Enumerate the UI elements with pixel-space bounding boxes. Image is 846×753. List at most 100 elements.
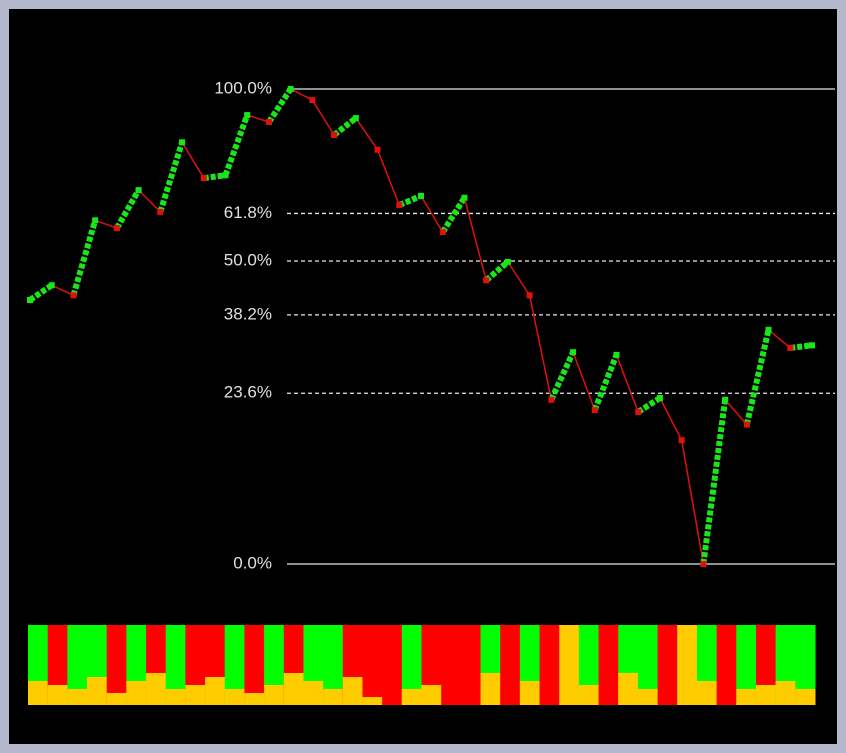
price-point: [635, 408, 642, 415]
up-segment: [789, 342, 813, 351]
strip-fill: [106, 693, 127, 705]
strip-bar: [736, 625, 757, 705]
up-segment: [222, 114, 251, 177]
strip-bar: [244, 625, 265, 705]
y-tick-label: 50.0%: [224, 250, 272, 269]
price-point: [48, 282, 55, 289]
up-segment: [636, 395, 662, 415]
price-point: [570, 349, 577, 356]
down-segment: [290, 88, 313, 101]
down-segment: [355, 117, 379, 151]
strip-fill: [677, 625, 698, 705]
strip-fill: [480, 673, 501, 705]
price-point: [418, 192, 424, 199]
strip-fill: [618, 673, 639, 705]
price-point: [352, 115, 359, 122]
strip-fill: [421, 685, 442, 705]
strip-fill: [283, 673, 304, 705]
down-segment: [376, 149, 400, 206]
price-point: [504, 258, 511, 265]
down-segment: [246, 114, 270, 123]
y-tick-label: 100.0%: [214, 78, 272, 97]
strip-fill: [736, 689, 757, 705]
strip-fill: [362, 697, 383, 705]
price-point: [548, 396, 555, 403]
strip-fill: [401, 689, 422, 705]
up-segment: [203, 172, 226, 182]
price-point: [27, 297, 33, 304]
price-point: [200, 175, 207, 182]
strip-fill: [224, 689, 245, 705]
strip-fill: [303, 681, 324, 705]
down-segment: [680, 440, 705, 565]
up-segment: [157, 141, 185, 213]
price-point: [244, 112, 251, 119]
down-segment: [94, 219, 118, 229]
strip-fill: [205, 677, 226, 705]
price-point: [157, 208, 164, 215]
strip-fill: [28, 681, 49, 705]
up-segment: [114, 188, 142, 230]
price-point: [526, 292, 533, 299]
down-segment: [528, 295, 553, 400]
down-segment: [768, 329, 791, 349]
down-segment: [181, 141, 205, 179]
strip-fill: [637, 689, 659, 705]
down-segment: [615, 354, 639, 413]
up-segment: [700, 399, 729, 565]
price-point: [743, 421, 750, 428]
strip-bar: [382, 625, 403, 705]
price-point: [722, 396, 729, 403]
down-segment: [138, 189, 161, 213]
strip-fill: [165, 689, 186, 705]
y-tick-label: 23.6%: [224, 383, 272, 402]
strip-bar: [67, 625, 88, 705]
up-segment: [70, 219, 99, 297]
price-point: [70, 292, 77, 299]
up-segment: [398, 193, 423, 208]
strip-fill: [126, 681, 147, 705]
price-point: [331, 132, 338, 139]
up-segment: [548, 350, 576, 402]
down-segment: [311, 99, 335, 136]
up-segment: [266, 87, 294, 124]
price-point: [396, 202, 403, 209]
up-segment: [440, 196, 467, 234]
price-point: [787, 344, 794, 351]
up-segment: [591, 353, 620, 412]
up-segment: [332, 115, 358, 138]
strip-fill: [47, 685, 68, 705]
price-point: [309, 97, 316, 104]
strip-fill: [323, 689, 344, 705]
up-segment: [743, 329, 772, 426]
strip-bar: [401, 625, 422, 705]
up-segment: [484, 259, 510, 283]
strip-bar: [500, 625, 521, 705]
strip-fill: [67, 689, 88, 705]
price-point: [700, 561, 707, 567]
price-point: [439, 229, 446, 236]
strip-fill: [146, 673, 167, 705]
down-segment: [572, 351, 596, 411]
price-point: [179, 139, 186, 146]
strip-fill: [795, 689, 816, 705]
price-point: [113, 225, 120, 232]
strip-fill: [519, 681, 541, 705]
strip-bar: [598, 625, 619, 705]
price-point: [287, 86, 294, 92]
y-tick-label: 0.0%: [233, 553, 272, 572]
strip-bar: [224, 625, 245, 705]
price-point: [765, 326, 772, 333]
down-segment: [724, 399, 748, 426]
price-point: [135, 187, 142, 194]
price-point: [265, 119, 272, 126]
strip-bar: [362, 625, 383, 705]
price-point: [222, 172, 229, 179]
strip-fill: [578, 685, 600, 705]
strip-fill: [185, 685, 206, 705]
down-segment: [507, 261, 531, 296]
down-segment: [659, 397, 683, 441]
strip-fill: [244, 693, 265, 705]
strip-bar: [460, 625, 482, 705]
